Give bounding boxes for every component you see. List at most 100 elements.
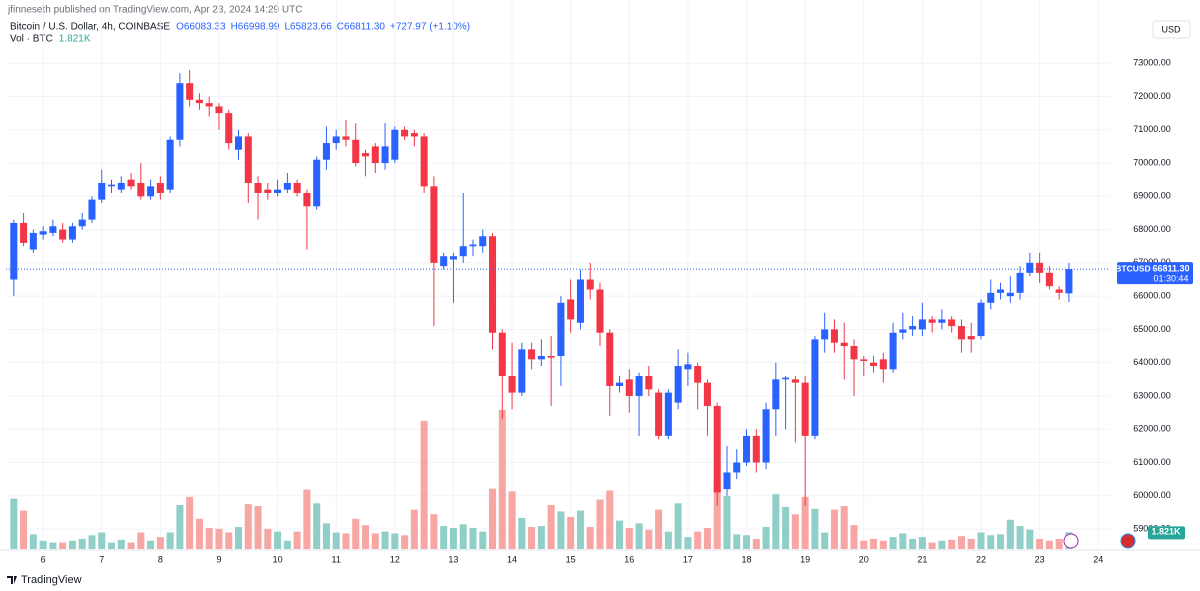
volume-bar <box>557 511 565 549</box>
event-icon[interactable] <box>1063 533 1079 549</box>
volume-bar <box>420 420 428 549</box>
volume-bar <box>186 496 194 549</box>
flag-icon[interactable] <box>1120 533 1136 549</box>
volume-bar <box>694 531 702 549</box>
volume-bar <box>459 524 467 549</box>
candle-body <box>860 359 868 362</box>
volume-bar <box>49 542 57 549</box>
candle-body <box>283 183 291 190</box>
volume-bar <box>616 520 624 549</box>
volume-bar <box>78 538 86 549</box>
candle-body <box>342 136 350 140</box>
candle-body <box>147 186 155 197</box>
volume-bar <box>948 539 956 549</box>
candle-body <box>469 244 477 247</box>
candle-body <box>1006 292 1014 297</box>
volume-bar <box>1016 526 1024 549</box>
volume-bar <box>967 538 975 549</box>
candle-body <box>879 359 887 370</box>
x-tick-label: 11 <box>332 554 341 564</box>
candle-body <box>840 342 848 347</box>
candle-body <box>127 179 135 187</box>
volume-bar <box>957 536 965 549</box>
volume-bar <box>205 527 213 549</box>
volume-bar <box>391 533 399 549</box>
candle-body <box>977 302 985 337</box>
symbol-label: BTCUSD <box>1115 263 1150 273</box>
volume-bar <box>410 509 418 549</box>
volume-bar <box>440 526 448 549</box>
candle-body <box>479 236 487 247</box>
volume-bar <box>723 495 731 549</box>
volume-bar <box>352 518 360 549</box>
candle-body <box>987 292 995 303</box>
volume-bar <box>362 525 370 549</box>
candle-body <box>518 349 526 393</box>
currency[interactable]: USD <box>1161 24 1181 34</box>
y-tick-label: 65000.00 <box>1133 324 1171 334</box>
volume-bar <box>850 525 858 549</box>
volume-bar <box>889 537 897 549</box>
candle-body <box>88 199 96 220</box>
publisher: jfinneseth published on TradingView.com,… <box>7 5 302 16</box>
volume-bar <box>176 505 184 549</box>
candle-body <box>254 183 262 193</box>
candle-body <box>655 392 663 436</box>
candle-body <box>449 256 457 260</box>
candle-body <box>616 382 624 386</box>
candle-body <box>909 326 917 330</box>
y-tick-label: 71000.00 <box>1133 124 1171 134</box>
volume-bar <box>264 528 272 549</box>
candle-body <box>20 222 28 243</box>
candle-body <box>791 379 799 383</box>
volume-bar <box>918 537 926 549</box>
candle-body <box>430 186 438 263</box>
x-tick-label: 18 <box>742 554 752 564</box>
x-tick-label: 14 <box>507 554 517 564</box>
candle-body <box>821 329 829 340</box>
candle-body <box>811 339 819 436</box>
x-tick-label: 15 <box>566 554 576 564</box>
volume-bar <box>928 542 936 549</box>
change-value: +727.97 (+1.10%) <box>390 22 470 33</box>
candle-body <box>234 136 243 150</box>
candle-body <box>68 226 76 240</box>
y-tick-label: 62000.00 <box>1133 424 1171 434</box>
volume-bar <box>508 491 516 549</box>
volume-bar <box>674 503 682 549</box>
candle-body <box>78 219 86 227</box>
volume-bar <box>498 409 506 549</box>
volume-bar <box>10 498 18 549</box>
candle-body <box>938 319 946 323</box>
candle-body <box>225 113 233 144</box>
candle-body <box>322 143 330 160</box>
x-tick-label: 8 <box>158 554 163 564</box>
candle-body <box>59 229 67 240</box>
x-tick-label: 9 <box>216 554 221 564</box>
currency-box[interactable] <box>1152 20 1191 39</box>
volume-bar <box>997 534 1005 549</box>
candle-body <box>528 349 536 360</box>
candle-body <box>596 289 604 333</box>
candle-body <box>586 279 594 290</box>
volume-bar <box>762 527 770 549</box>
volume-bar <box>195 518 203 549</box>
volume-bar <box>801 496 809 549</box>
volume-bar <box>840 505 848 549</box>
candle-body <box>352 139 360 164</box>
candle-body <box>606 332 614 386</box>
candle-body <box>156 183 164 193</box>
volume-bar <box>664 531 672 549</box>
candle-body <box>674 366 682 403</box>
candle-body <box>303 192 311 207</box>
candle-body <box>948 319 956 327</box>
volume-bar <box>909 538 917 549</box>
chart-title: Bitcoin / U.S. Dollar, 4h, COINBASE <box>10 22 170 33</box>
volume-bar <box>274 531 282 549</box>
candle-body <box>117 183 125 190</box>
candle-body <box>713 405 721 493</box>
volume-bar <box>430 514 438 549</box>
volume-bar <box>68 540 76 549</box>
volume-bar <box>782 506 790 549</box>
candle-body <box>381 146 389 164</box>
